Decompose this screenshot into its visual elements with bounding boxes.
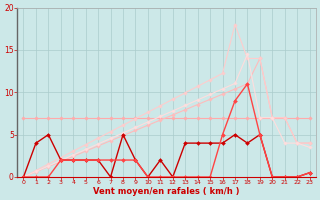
X-axis label: Vent moyen/en rafales ( km/h ): Vent moyen/en rafales ( km/h ) bbox=[93, 187, 240, 196]
